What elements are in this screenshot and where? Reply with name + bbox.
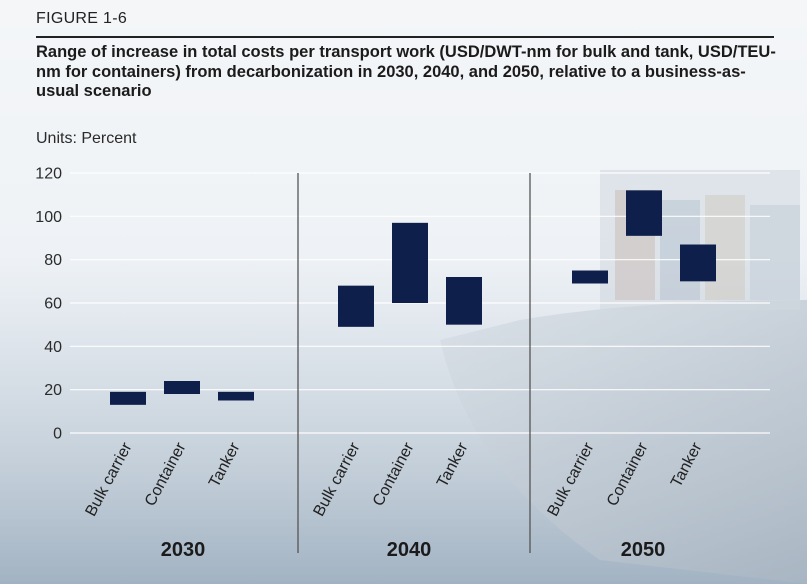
- y-tick-label: 0: [53, 426, 62, 443]
- range-bar-2030-bulk-carrier: [110, 391, 146, 405]
- x-category-label: Bulk carrier: [311, 439, 364, 519]
- x-category-label: Tanker: [668, 439, 706, 490]
- x-category-label: Bulk carrier: [545, 439, 598, 519]
- x-category-label: Bulk carrier: [83, 439, 136, 519]
- units-label: Units: Percent: [36, 130, 137, 147]
- range-bar-2030-tanker: [218, 391, 254, 401]
- x-category-label: Container: [604, 439, 652, 509]
- y-tick-label: 100: [35, 209, 62, 226]
- y-tick-label: 20: [44, 382, 62, 399]
- y-tick-label: 60: [44, 296, 62, 313]
- y-tick-label: 120: [35, 166, 62, 183]
- range-bar-2050-container: [626, 190, 662, 236]
- x-category-label: Tanker: [206, 439, 244, 490]
- range-bar-2050-tanker: [680, 244, 716, 282]
- range-bar-2050-bulk-carrier: [572, 270, 608, 284]
- y-tick-label: 80: [44, 252, 62, 269]
- group-label-2030: 2030: [161, 539, 206, 561]
- x-category-label: Container: [142, 439, 190, 509]
- y-tick-label: 40: [44, 339, 62, 356]
- range-bar-2040-tanker: [446, 277, 482, 325]
- title-rule: [36, 36, 774, 38]
- group-label-2050: 2050: [621, 539, 666, 561]
- figure-label: FIGURE 1-6: [36, 10, 128, 27]
- group-label-2040: 2040: [387, 539, 432, 561]
- range-bar-2040-container: [392, 222, 428, 303]
- chart-title: Range of increase in total costs per tra…: [36, 43, 776, 100]
- range-bar-2040-bulk-carrier: [338, 285, 374, 327]
- x-category-label: Container: [370, 439, 418, 509]
- range-bar-2030-container: [164, 381, 200, 394]
- x-category-label: Tanker: [434, 439, 472, 490]
